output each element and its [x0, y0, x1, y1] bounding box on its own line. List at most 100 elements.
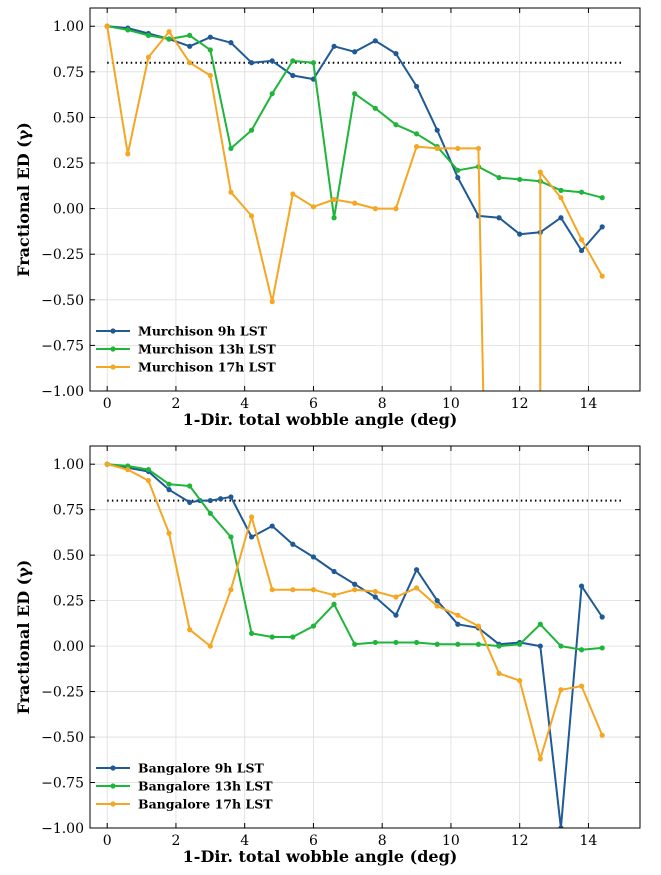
data-point — [218, 496, 224, 502]
data-point — [331, 601, 337, 607]
y-tick-label: 0.25 — [53, 594, 84, 610]
data-point — [125, 27, 131, 33]
y-tick-label: −0.25 — [41, 247, 84, 263]
data-point — [207, 643, 213, 649]
data-point — [166, 530, 172, 536]
data-point — [372, 594, 378, 600]
data-point — [290, 191, 296, 197]
x-axis-label: 1-Dir. total wobble angle (deg) — [183, 847, 458, 866]
x-tick-label: 6 — [309, 396, 318, 412]
y-tick-label: 0.00 — [53, 202, 84, 218]
data-point — [290, 587, 296, 593]
x-tick-label: 8 — [378, 396, 387, 412]
data-point — [269, 587, 275, 593]
x-tick-label: 2 — [171, 396, 180, 412]
data-point — [248, 534, 255, 540]
legend-marker — [110, 328, 116, 334]
y-tick-label: 0.50 — [53, 548, 84, 564]
data-point — [352, 587, 358, 593]
data-point — [434, 603, 440, 609]
data-point — [372, 639, 378, 646]
data-point — [455, 612, 461, 618]
data-point — [434, 641, 440, 647]
data-point — [393, 612, 399, 618]
data-point — [331, 568, 337, 575]
data-point — [269, 634, 275, 640]
data-point — [599, 732, 605, 738]
data-point — [393, 206, 399, 212]
x-tick-label: 4 — [240, 396, 249, 412]
y-tick-label: −0.25 — [41, 685, 84, 701]
data-point — [228, 189, 234, 195]
data-point — [187, 499, 193, 505]
data-point — [537, 756, 543, 762]
data-point — [187, 32, 193, 38]
data-point — [578, 647, 585, 653]
data-point — [248, 213, 255, 219]
x-tick-label: 14 — [580, 833, 598, 849]
data-point — [413, 144, 420, 150]
data-point — [310, 204, 317, 210]
legend-marker — [110, 765, 116, 771]
data-point — [104, 461, 110, 467]
data-point — [558, 215, 564, 221]
data-point — [517, 678, 523, 684]
panel-1: 0 2 4 6 8 10 12 14 −1.00 −0.75 −0.50 −0.25 0.00 0.25 0… — [14, 7, 641, 429]
data-point — [352, 641, 358, 647]
data-point — [475, 145, 482, 152]
x-axis-label: 1-Dir. total wobble angle (deg) — [183, 410, 458, 429]
y-tick-label: 0.25 — [53, 156, 84, 172]
data-point — [228, 145, 234, 152]
data-point — [352, 581, 358, 587]
data-point — [310, 60, 317, 66]
data-point — [269, 299, 275, 305]
data-point — [475, 641, 482, 647]
x-tick-label: 8 — [378, 833, 387, 849]
data-point — [517, 176, 523, 183]
data-point — [455, 167, 461, 173]
data-point — [578, 237, 585, 243]
data-point — [207, 510, 213, 516]
data-point — [269, 58, 275, 64]
data-point — [537, 621, 543, 627]
data-point — [145, 467, 152, 473]
data-point — [145, 54, 152, 60]
y-tick-label: −1.00 — [41, 821, 84, 837]
x-tick-label: 10 — [442, 833, 460, 849]
data-point — [331, 215, 337, 221]
legend-marker — [110, 783, 116, 789]
data-point — [434, 127, 440, 133]
series-line-2 — [107, 463, 603, 651]
data-point — [290, 58, 296, 64]
y-axis-label: Fractional ED (γ) — [14, 560, 33, 715]
y-tick-label: −0.50 — [41, 293, 84, 309]
data-point — [537, 169, 543, 175]
data-point — [207, 72, 213, 79]
data-point — [331, 196, 337, 203]
data-point — [517, 641, 523, 647]
data-point — [413, 639, 420, 646]
data-point — [413, 131, 420, 137]
y-tick-label: 1.00 — [53, 19, 84, 35]
data-point — [310, 623, 317, 629]
data-point — [228, 494, 234, 500]
data-point — [352, 91, 358, 97]
data-point — [125, 463, 131, 469]
data-point — [599, 224, 605, 230]
series-line-3 — [106, 463, 604, 760]
x-tick-label: 14 — [580, 396, 598, 412]
x-tick-label: 0 — [103, 396, 112, 412]
data-point — [187, 43, 193, 49]
data-point — [496, 670, 502, 676]
data-point — [166, 481, 172, 487]
data-point — [578, 683, 585, 689]
data-point — [578, 189, 585, 195]
data-point — [331, 592, 337, 598]
data-point — [166, 29, 172, 35]
data-point — [413, 585, 420, 591]
data-point — [187, 483, 193, 489]
legend-label: Bangalore 13h LST — [138, 779, 273, 794]
data-point — [599, 195, 605, 201]
data-point — [310, 554, 317, 560]
